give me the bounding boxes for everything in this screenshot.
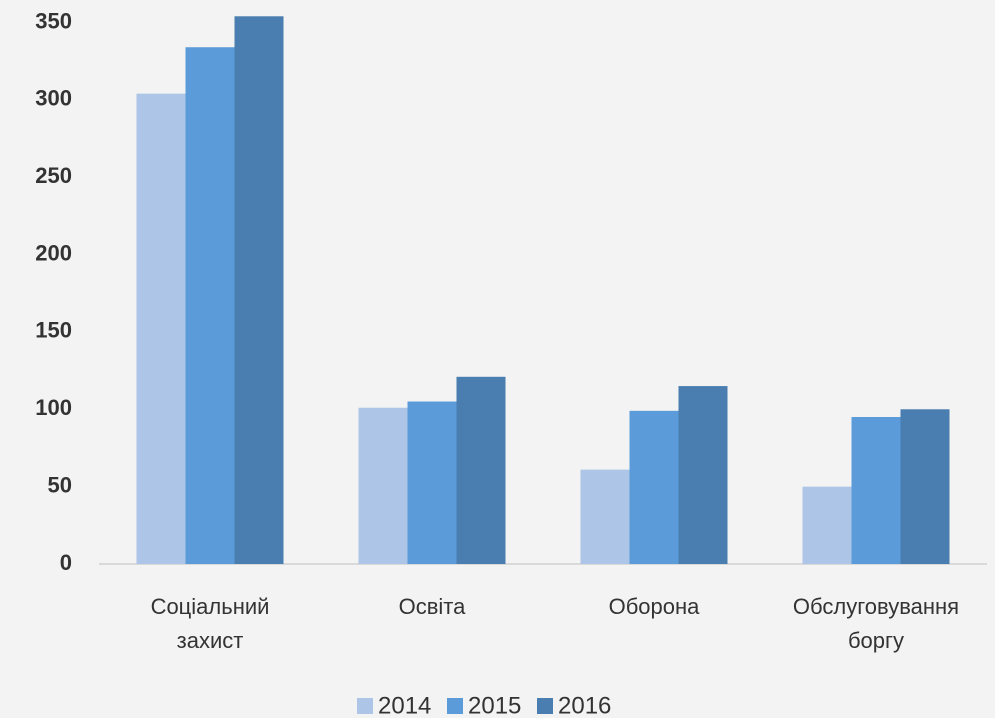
bar <box>678 386 728 564</box>
y-tick-label: 50 <box>48 472 72 497</box>
bar <box>629 410 679 564</box>
legend-swatch <box>447 698 463 714</box>
legend-swatch <box>357 698 373 714</box>
y-tick-label: 100 <box>35 395 72 420</box>
x-tick-line: захист <box>177 628 244 653</box>
bar <box>580 469 630 564</box>
x-tick-line: Обслуговування <box>793 594 959 619</box>
bar <box>802 486 852 564</box>
x-tick-line: боргу <box>848 628 904 653</box>
x-tick-line: Оборона <box>609 594 701 619</box>
x-tick-label: Соціальний захист <box>151 594 270 653</box>
y-tick-label: 150 <box>35 318 72 343</box>
x-tick-label: Освіта <box>399 594 467 619</box>
x-tick-label: Оборона <box>609 594 701 619</box>
y-tick-label: 350 <box>35 8 72 33</box>
x-tick-line: Соціальний <box>151 594 270 619</box>
bar <box>456 376 506 564</box>
bar <box>407 401 457 564</box>
legend-label: 2016 <box>558 692 611 718</box>
bar <box>234 16 284 565</box>
x-tick-label: Обслуговування боргу <box>793 594 959 653</box>
y-tick-label: 200 <box>35 240 72 265</box>
y-tick-label: 300 <box>35 86 72 111</box>
legend-label: 2014 <box>378 692 431 718</box>
legend-label: 2015 <box>468 692 521 718</box>
bar <box>136 93 186 565</box>
bar <box>900 409 950 564</box>
bar <box>851 417 901 564</box>
bar <box>358 407 408 564</box>
x-tick-line: Освіта <box>399 594 467 619</box>
bar <box>185 47 235 564</box>
y-tick-label: 250 <box>35 163 72 188</box>
y-tick-label: 0 <box>60 550 72 575</box>
legend-swatch <box>537 698 553 714</box>
